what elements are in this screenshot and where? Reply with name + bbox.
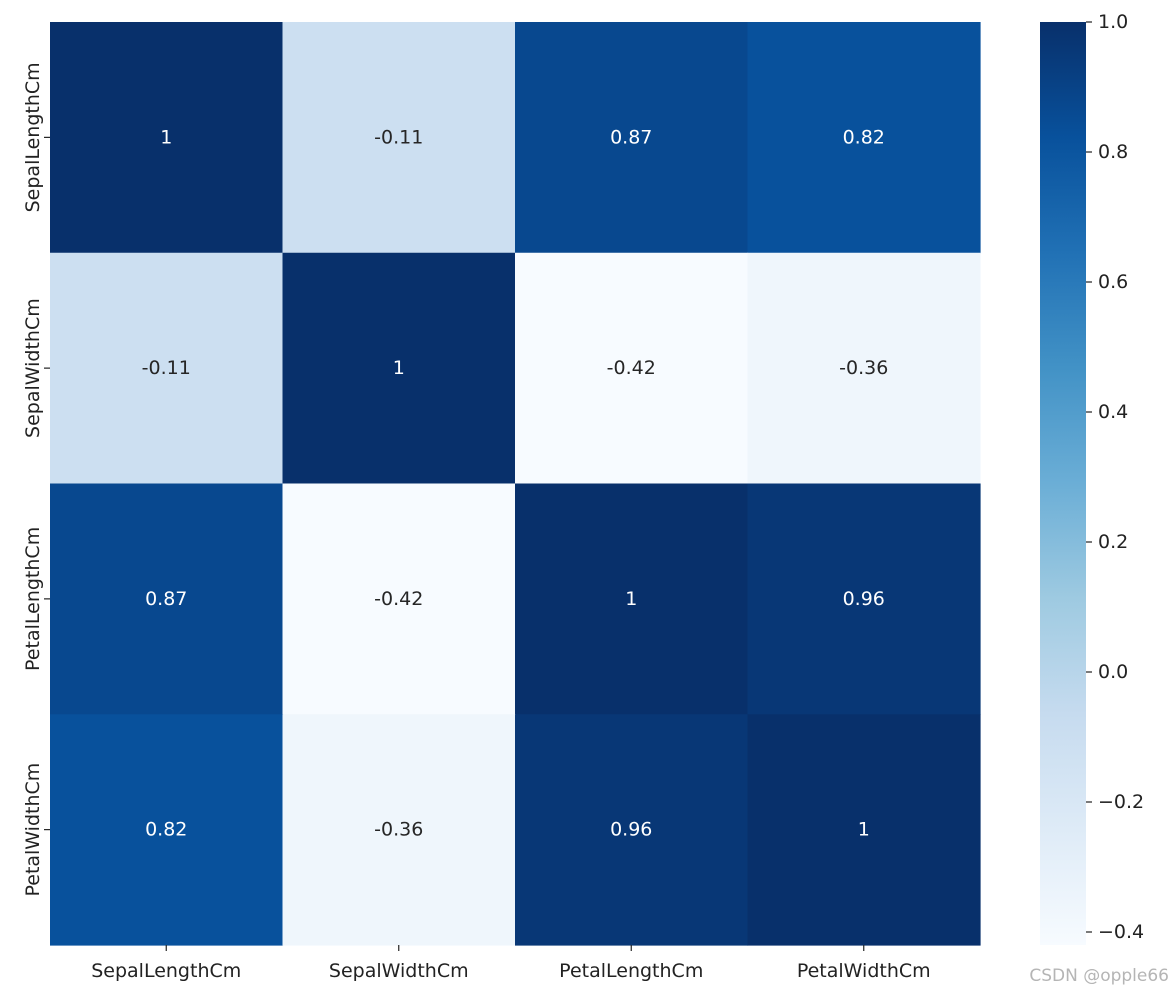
colorbar-gradient [1040, 22, 1086, 945]
heatmap-annotation-r3-c1: -0.36 [374, 819, 423, 841]
heatmap-annotations: 1 -0.11 0.87 0.82 -0.11 1 -0.42 -0.36 0.87 -0.42 1… [142, 126, 889, 840]
heatmap-cell-r2-c1 [282, 483, 516, 715]
heatmap-annotation-r1-c3: -0.36 [839, 357, 888, 379]
heatmap-annotation-r0-c2: 0.87 [610, 126, 652, 148]
colorbar-tick-label-0: 1.0 [1098, 11, 1128, 33]
heatmap-cell-r3-c1 [282, 714, 516, 946]
heatmap-annotation-r2-c1: -0.42 [374, 588, 423, 610]
y-tick-label-1: SepalWidthCm [22, 298, 44, 438]
heatmap-annotation-r1-c0: -0.11 [142, 357, 191, 379]
heatmap-annotation-r3-c0: 0.82 [145, 819, 187, 841]
x-tick-label-1: SepalWidthCm [329, 960, 469, 982]
watermark: CSDN @opple66 [1029, 966, 1169, 986]
colorbar-tick-label-5: 0.0 [1098, 661, 1128, 683]
y-axis: SepalLengthCm SepalWidthCm PetalLengthCm Pe… [22, 62, 50, 897]
heatmap-annotation-r2-c3: 0.96 [843, 588, 885, 610]
colorbar-tick-label-4: 0.2 [1098, 531, 1128, 553]
heatmap-cell-r1-c1 [282, 252, 516, 485]
heatmap-annotation-r0-c1: -0.11 [374, 126, 423, 148]
heatmap-annotation-r0-c0: 1 [160, 126, 172, 148]
colorbar-tick-label-7: −0.4 [1098, 921, 1144, 943]
heatmap-annotation-r2-c0: 0.87 [145, 588, 187, 610]
y-tick-label-0: SepalLengthCm [22, 62, 44, 212]
colorbar-tick-label-1: 0.8 [1098, 141, 1128, 163]
heatmap-annotation-r3-c3: 1 [858, 819, 870, 841]
heatmap-cell-r1-c0 [50, 252, 284, 485]
heatmap-annotation-r2-c2: 1 [625, 588, 637, 610]
heatmap-annotation-r1-c2: -0.42 [607, 357, 656, 379]
x-tick-label-3: PetalWidthCm [797, 960, 931, 982]
heatmap-annotation-r0-c3: 0.82 [843, 126, 885, 148]
heatmap-cell-r2-c2 [515, 483, 749, 715]
heatmap-cell-r0-c1 [282, 22, 516, 254]
heatmap-cell-r0-c2 [515, 22, 749, 254]
heatmap-cell-r2-c0 [50, 483, 284, 715]
heatmap-cell-r2-c3 [747, 483, 981, 715]
heatmap-cell-r3-c3 [747, 714, 981, 946]
heatmap-cell-r1-c3 [747, 252, 981, 485]
x-tick-label-2: PetalLengthCm [559, 960, 703, 982]
colorbar-tick-label-2: 0.6 [1098, 271, 1128, 293]
y-tick-label-2: PetalLengthCm [22, 527, 44, 671]
colorbar-tick-label-6: −0.2 [1098, 791, 1144, 813]
heatmap-cell-r1-c2 [515, 252, 749, 485]
x-axis: SepalLengthCm SepalWidthCm PetalLengthCm Pe… [91, 945, 931, 982]
heatmap-annotation-r3-c2: 0.96 [610, 819, 652, 841]
x-tick-label-0: SepalLengthCm [91, 960, 241, 982]
colorbar: 1.0 0.8 0.6 0.4 0.2 0.0 −0.2 −0.4 [1040, 11, 1144, 945]
heatmap-cell-r3-c0 [50, 714, 284, 946]
colorbar-tick-label-3: 0.4 [1098, 401, 1128, 423]
heatmap-annotation-r1-c1: 1 [393, 357, 405, 379]
heatmap-cell-r0-c3 [747, 22, 981, 254]
y-tick-label-3: PetalWidthCm [22, 763, 44, 897]
heatmap-cell-r0-c0 [50, 22, 284, 254]
heatmap-cells [50, 22, 981, 946]
heatmap-cell-r3-c2 [515, 714, 749, 946]
